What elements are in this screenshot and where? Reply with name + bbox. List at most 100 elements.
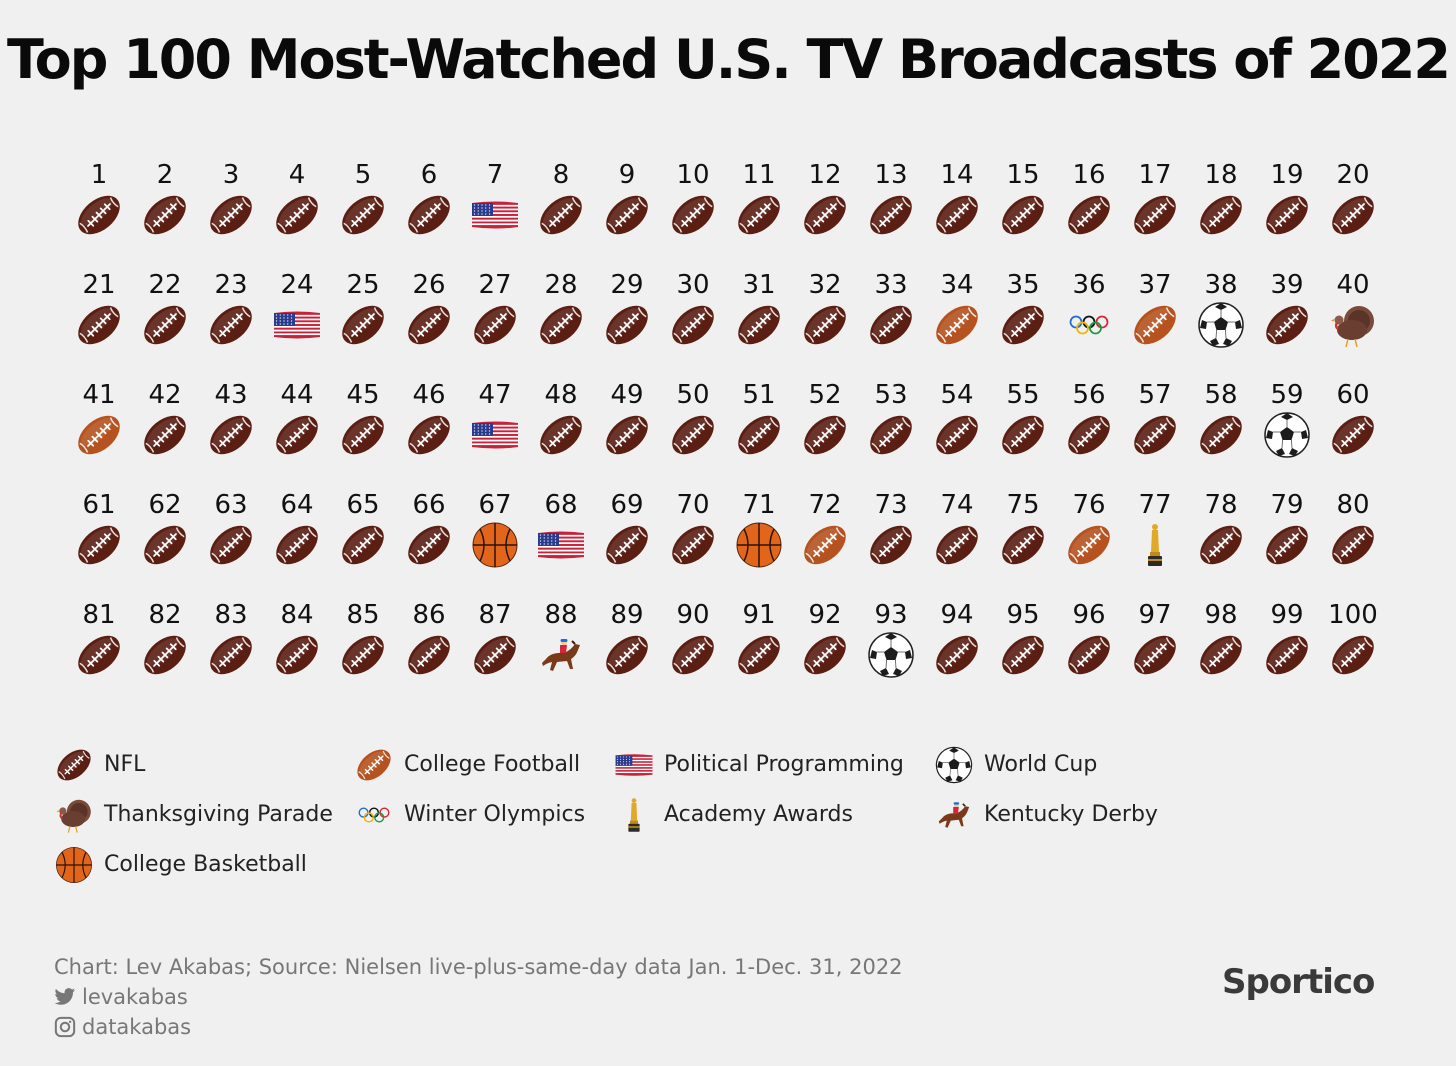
us-flag-icon [272, 300, 322, 350]
rank-cell-36: 36 [1056, 270, 1122, 380]
rank-cell-12: 12 [792, 160, 858, 270]
nfl-football-icon [140, 630, 190, 680]
nfl-football-icon [866, 190, 916, 240]
nfl-football-icon [668, 300, 718, 350]
nfl-football-icon [1064, 630, 1114, 680]
rank-number: 38 [1204, 270, 1238, 300]
college-football-icon [1130, 300, 1180, 350]
nfl-football-icon [734, 300, 784, 350]
rank-number: 79 [1270, 490, 1304, 520]
rank-cell-21: 21 [66, 270, 132, 380]
rank-cell-7: 7 [462, 160, 528, 270]
nfl-football-icon [1328, 630, 1378, 680]
rank-number: 73 [874, 490, 908, 520]
nfl-football-icon [1262, 630, 1312, 680]
rank-cell-1: 1 [66, 160, 132, 270]
rank-number: 86 [412, 600, 446, 630]
rank-cell-3: 3 [198, 160, 264, 270]
us-flag-icon [536, 520, 586, 570]
nfl-football-icon [800, 300, 850, 350]
rank-cell-99: 99 [1254, 600, 1320, 710]
basketball-icon [734, 520, 784, 570]
rank-number: 32 [808, 270, 842, 300]
rank-number: 74 [940, 490, 974, 520]
legend-label: NFL [104, 752, 146, 777]
us-flag-icon [470, 410, 520, 460]
nfl-football-icon [1196, 520, 1246, 570]
nfl-football-icon [74, 300, 124, 350]
nfl-football-icon [338, 190, 388, 240]
rank-cell-64: 64 [264, 490, 330, 600]
rank-cell-100: 100 [1320, 600, 1386, 710]
rank-cell-14: 14 [924, 160, 990, 270]
nfl-football-icon [1196, 190, 1246, 240]
rank-number: 83 [214, 600, 248, 630]
nfl-football-icon [800, 410, 850, 460]
rank-number: 51 [742, 380, 776, 410]
soccer-ball-icon [934, 745, 974, 785]
rank-cell-59: 59 [1254, 380, 1320, 490]
nfl-football-icon [932, 520, 982, 570]
rank-cell-10: 10 [660, 160, 726, 270]
rank-number: 57 [1138, 380, 1172, 410]
nfl-football-icon [536, 410, 586, 460]
rank-number: 1 [90, 160, 108, 190]
rank-number: 15 [1006, 160, 1040, 190]
rank-cell-70: 70 [660, 490, 726, 600]
horse-racing-icon [934, 795, 974, 835]
sportico-logo: Sportico [1222, 962, 1375, 1002]
rank-cell-42: 42 [132, 380, 198, 490]
turkey-icon [1328, 300, 1378, 350]
rank-cell-22: 22 [132, 270, 198, 380]
rank-cell-84: 84 [264, 600, 330, 710]
rank-number: 9 [618, 160, 636, 190]
rank-number: 39 [1270, 270, 1304, 300]
rank-number: 20 [1336, 160, 1370, 190]
nfl-football-icon [1262, 520, 1312, 570]
us-flag-icon [470, 190, 520, 240]
nfl-football-icon [1262, 190, 1312, 240]
rank-number: 93 [874, 600, 908, 630]
nfl-football-icon [668, 630, 718, 680]
rank-cell-85: 85 [330, 600, 396, 710]
nfl-football-icon [74, 190, 124, 240]
rank-number: 35 [1006, 270, 1040, 300]
nfl-football-icon [1130, 630, 1180, 680]
rank-cell-6: 6 [396, 160, 462, 270]
nfl-football-icon [338, 630, 388, 680]
rank-number: 31 [742, 270, 776, 300]
nfl-football-icon [206, 410, 256, 460]
nfl-football-icon [734, 410, 784, 460]
rank-cell-81: 81 [66, 600, 132, 710]
footer: Chart: Lev Akabas; Source: Nielsen live-… [54, 952, 903, 1042]
rank-cell-9: 9 [594, 160, 660, 270]
rank-number: 29 [610, 270, 644, 300]
nfl-football-icon [1196, 410, 1246, 460]
instagram-icon [54, 1016, 76, 1038]
rank-cell-93: 93 [858, 600, 924, 710]
rank-number: 75 [1006, 490, 1040, 520]
rank-cell-89: 89 [594, 600, 660, 710]
rank-cell-76: 76 [1056, 490, 1122, 600]
rank-number: 41 [82, 380, 116, 410]
rank-number: 47 [478, 380, 512, 410]
oscar-statue-icon [1130, 520, 1180, 570]
rank-number: 27 [478, 270, 512, 300]
rank-number: 10 [676, 160, 710, 190]
nfl-football-icon [536, 190, 586, 240]
rank-cell-72: 72 [792, 490, 858, 600]
page-title: Top 100 Most-Watched U.S. TV Broadcasts … [7, 28, 1451, 91]
rank-cell-86: 86 [396, 600, 462, 710]
rank-number: 5 [354, 160, 372, 190]
nfl-football-icon [734, 630, 784, 680]
legend-label: Academy Awards [664, 802, 853, 827]
rank-number: 8 [552, 160, 570, 190]
rank-number: 2 [156, 160, 174, 190]
rank-number: 54 [940, 380, 974, 410]
rank-cell-60: 60 [1320, 380, 1386, 490]
rank-cell-58: 58 [1188, 380, 1254, 490]
legend-label: College Basketball [104, 852, 307, 877]
rank-cell-35: 35 [990, 270, 1056, 380]
rank-cell-2: 2 [132, 160, 198, 270]
college-football-icon [800, 520, 850, 570]
